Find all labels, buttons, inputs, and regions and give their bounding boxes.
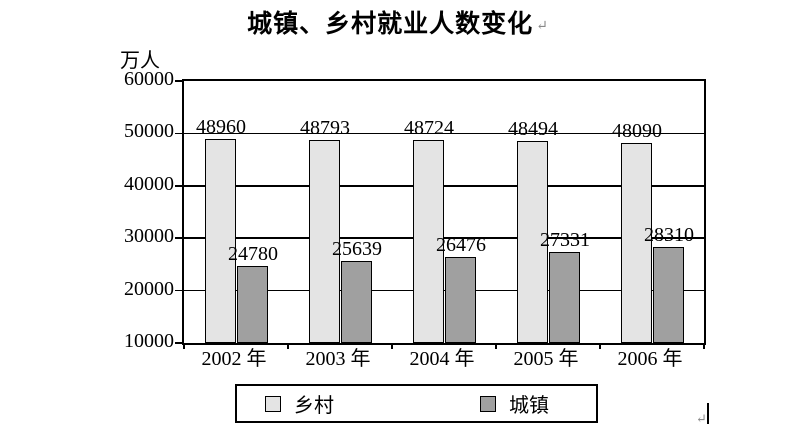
bar-rural [621,143,652,343]
x-axis-tick [599,343,601,349]
bar-value-label: 28310 [644,224,694,247]
bar-urban [653,247,684,343]
bar-urban [549,252,580,343]
gridline [184,132,704,135]
plot-area: 48960 24780 48793 25639 48724 26476 48494 27331… [175,79,706,349]
bar-rural [413,140,444,343]
bar-value-label: 25639 [332,238,382,261]
y-tick-label: 10000 [124,330,174,352]
x-axis-tick [703,343,705,349]
y-tick-label: 40000 [124,172,174,195]
return-mark-icon: ↵ [696,411,707,426]
gridline [184,237,704,239]
legend-label: 城镇 [509,395,549,417]
bar-value-label: 27331 [540,229,590,252]
x-axis-label: 2005 年 [513,348,579,370]
legend-swatch-urban [480,395,496,412]
paragraph-mark-icon: ↵ [536,19,548,34]
y-axis-tick [175,289,184,292]
bar-value-label: 24780 [228,242,278,265]
bar-urban [445,256,476,343]
x-axis-tick [183,343,185,349]
y-tick-label: 50000 [124,120,174,143]
bar-value-label: 26476 [436,233,486,256]
x-axis-label: 2002 年 [201,348,267,370]
legend-item-rural: 乡村 [265,386,334,421]
bar-rural [517,141,548,343]
gridline [184,185,704,187]
legend-item-urban: 城镇 [480,386,549,421]
bar-value-label: 48724 [404,117,454,140]
y-axis-tick [175,237,184,239]
legend-label: 乡村 [294,395,334,417]
x-axis-tick [495,343,497,349]
bar-urban [341,261,372,343]
y-axis-tick [175,80,184,82]
legend-swatch-rural [265,395,281,412]
x-axis-label: 2003 年 [305,348,371,370]
bar-rural [205,138,236,343]
y-axis-unit-label: 万人 [120,50,160,72]
x-axis-label: 2006 年 [617,348,683,370]
y-tick-label: 30000 [124,225,174,248]
y-axis-tick [175,185,184,187]
x-axis-tick [287,343,289,349]
chart-title: 城镇、乡村就业人数变化 [247,11,534,38]
legend: 乡村 城镇 [235,384,598,423]
text-cursor [707,403,709,424]
y-tick-label: 20000 [124,277,174,300]
bar-value-label: 48090 [612,120,662,143]
chart-title-row: 城镇、乡村就业人数变化 ↵ [0,4,795,40]
gridline [184,289,704,292]
y-axis-tick [175,342,184,344]
y-axis-tick [175,132,184,135]
bar-value-label: 48494 [508,118,558,141]
x-axis-label: 2004 年 [409,348,475,370]
bar-urban [237,265,268,343]
bar-value-label: 48960 [196,115,246,138]
y-tick-label: 60000 [124,68,174,90]
bar-rural [309,139,340,343]
x-axis-tick [391,343,393,349]
bar-value-label: 48793 [300,116,350,139]
